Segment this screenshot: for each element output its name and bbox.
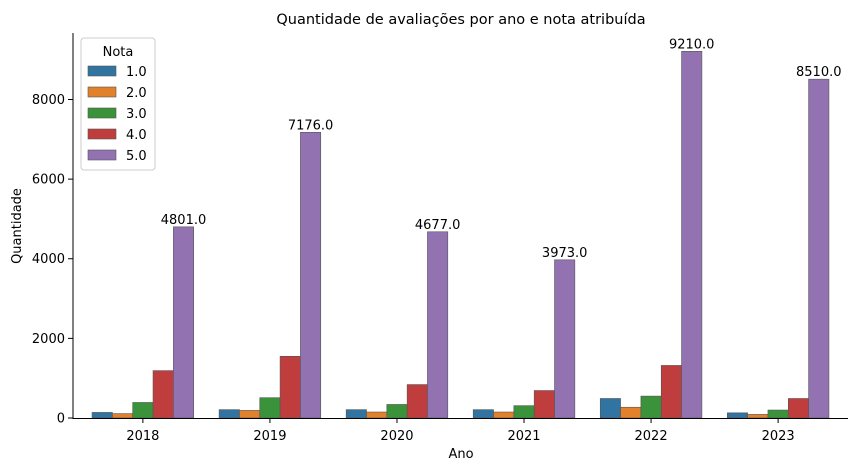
chart-title: Quantidade de avaliações por ano e nota … — [276, 12, 645, 28]
bar-2021-nota-2-0 — [493, 411, 515, 419]
x-axis-label: Ano — [448, 447, 473, 462]
y-tick-label: 8000 — [32, 93, 65, 108]
bar-2019-nota-1-0 — [218, 409, 240, 419]
bar-2022-nota-1-0 — [599, 398, 621, 419]
bars-layer — [91, 51, 830, 419]
legend-title: Nota — [103, 45, 134, 60]
bar-2019-nota-2-0 — [239, 410, 261, 419]
legend-swatch-5-0 — [87, 149, 117, 161]
bar-2023-nota-4-0 — [787, 398, 809, 419]
x-tick-label-2022: 2022 — [635, 429, 668, 444]
y-tick-label: 4000 — [32, 252, 65, 267]
bar-2020-nota-5-0 — [427, 231, 449, 419]
legend-swatch-2-0 — [87, 86, 117, 98]
bar-2021-nota-1-0 — [472, 409, 494, 419]
data-label-2022: 9210.0 — [669, 37, 715, 52]
data-label-2018: 4801.0 — [161, 213, 207, 228]
bar-2022-nota-3-0 — [640, 395, 662, 419]
x-tick-label-2023: 2023 — [762, 429, 795, 444]
x-ticks-layer: 2018 2019 2020 2021 2022 2023 — [126, 418, 795, 444]
y-tick-label: 2000 — [32, 332, 65, 347]
data-label-2021: 3973.0 — [542, 246, 588, 261]
bar-2021-nota-5-0 — [554, 259, 576, 419]
bar-2018-nota-4-0 — [152, 370, 174, 419]
bar-2020-nota-2-0 — [366, 411, 388, 419]
bar-2020-nota-4-0 — [406, 384, 428, 419]
y-tick-label: 0 — [57, 412, 65, 427]
bar-2019-nota-5-0 — [300, 132, 322, 419]
bar-labels-layer: 4801.0 7176.0 4677.0 3973.0 9210.0 8510.0 — [161, 37, 842, 261]
x-tick-label-2018: 2018 — [126, 429, 159, 444]
legend-label-1-0: 1.0 — [126, 65, 147, 80]
x-tick-label-2019: 2019 — [253, 429, 286, 444]
legend-label-2-0: 2.0 — [126, 86, 147, 101]
legend-swatch-3-0 — [87, 107, 117, 119]
bar-2021-nota-4-0 — [533, 390, 555, 419]
bar-2021-nota-3-0 — [513, 405, 535, 419]
y-ticks-layer: 0 2000 4000 6000 8000 — [32, 93, 73, 427]
y-axis-label: Quantidade — [10, 188, 25, 264]
bar-2019-nota-4-0 — [279, 355, 301, 419]
data-label-2023: 8510.0 — [796, 65, 842, 80]
data-label-2019: 7176.0 — [288, 118, 334, 133]
y-tick-label: 6000 — [32, 173, 65, 188]
bar-2022-nota-4-0 — [660, 365, 682, 419]
legend-label-4-0: 4.0 — [126, 128, 147, 143]
bar-2023-nota-5-0 — [808, 78, 830, 419]
x-tick-label-2021: 2021 — [507, 429, 540, 444]
legend-items: 1.0 2.0 3.0 4.0 5.0 — [87, 65, 147, 164]
bar-2023-nota-1-0 — [726, 412, 748, 419]
bar-2020-nota-1-0 — [345, 409, 367, 419]
bar-2022-nota-2-0 — [620, 406, 642, 419]
bar-2019-nota-3-0 — [259, 397, 281, 419]
legend-label-3-0: 3.0 — [126, 107, 147, 122]
bar-2020-nota-3-0 — [386, 404, 408, 419]
bar-2018-nota-1-0 — [91, 412, 113, 419]
legend: Nota 1.0 2.0 3.0 4.0 5.0 — [80, 37, 156, 171]
legend-swatch-1-0 — [87, 65, 117, 77]
bar-2018-nota-5-0 — [173, 226, 194, 419]
legend-swatch-4-0 — [87, 128, 117, 140]
bar-2023-nota-3-0 — [767, 409, 789, 419]
bar-2018-nota-3-0 — [132, 402, 154, 419]
data-label-2020: 4677.0 — [415, 218, 461, 233]
bar-2022-nota-5-0 — [681, 51, 703, 419]
bar-2023-nota-2-0 — [747, 414, 769, 419]
bar-2018-nota-2-0 — [112, 413, 134, 419]
legend-label-5-0: 5.0 — [126, 149, 147, 164]
x-tick-label-2020: 2020 — [380, 429, 413, 444]
